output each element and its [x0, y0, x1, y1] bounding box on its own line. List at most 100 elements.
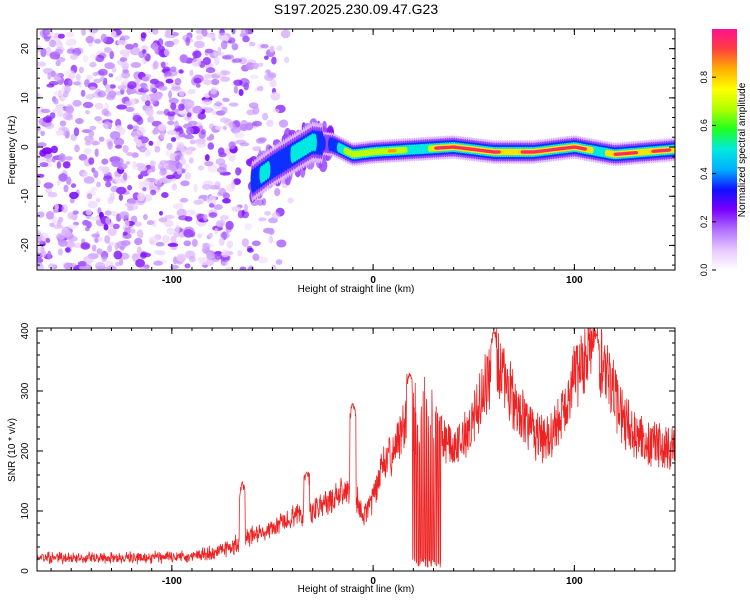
noise-speck	[202, 99, 212, 105]
noise-speck	[82, 55, 89, 63]
snr-x-ticks: -100 0 100	[50, 328, 656, 587]
noise-speck	[205, 67, 216, 74]
colorbar-tick-label: 0.4	[699, 167, 709, 180]
noise-speck	[61, 204, 68, 214]
noise-speck	[104, 62, 115, 69]
snr-x-label: Height of straight line (km)	[298, 584, 415, 595]
noise-speck	[113, 137, 125, 146]
noise-speck	[119, 57, 128, 62]
noise-speck	[163, 48, 171, 57]
x-tick-label: 0	[370, 576, 376, 587]
noise-speck	[241, 238, 249, 247]
noise-speck	[260, 44, 269, 49]
noise-speck	[137, 166, 148, 172]
noise-speck	[115, 261, 121, 267]
noise-speck	[270, 91, 281, 101]
y-tick-label: 20	[20, 43, 31, 55]
noise-speck	[231, 206, 241, 213]
noise-speck	[248, 265, 255, 270]
noise-speck	[91, 233, 100, 238]
noise-speck	[94, 102, 104, 110]
noise-speck	[175, 224, 180, 233]
noise-speck	[94, 38, 102, 44]
noise-speck	[41, 147, 53, 155]
noise-speck	[209, 242, 214, 248]
noise-speck	[210, 78, 220, 86]
noise-speck	[223, 192, 230, 200]
noise-speck	[193, 77, 202, 84]
ridge-band	[392, 149, 397, 153]
noise-speck	[52, 224, 64, 229]
noise-speck	[146, 220, 154, 226]
noise-speck	[113, 250, 123, 260]
noise-speck	[197, 257, 205, 262]
ridge-band	[633, 151, 638, 155]
noise-speck	[107, 244, 113, 253]
noise-speck	[213, 51, 219, 58]
noise-speck	[149, 160, 156, 168]
noise-speck	[220, 40, 228, 50]
noise-speck	[159, 170, 166, 176]
noise-speck	[237, 250, 243, 257]
noise-speck	[222, 97, 230, 102]
noise-speck	[43, 67, 54, 75]
noise-speck	[195, 83, 201, 88]
noise-speck	[203, 214, 208, 222]
noise-speck	[64, 70, 76, 78]
spectrogram-x-ticks: -100 0 100	[50, 29, 656, 286]
x-tick-label: 100	[566, 576, 583, 587]
noise-speck	[172, 165, 177, 172]
noise-speck	[85, 226, 90, 232]
noise-speck	[37, 125, 41, 131]
noise-speck	[46, 83, 55, 88]
noise-speck	[53, 91, 64, 97]
noise-speck	[185, 209, 196, 216]
noise-speck	[123, 78, 129, 85]
noise-speck	[88, 157, 95, 165]
spectrogram-y-label: Frequency (Hz)	[7, 116, 18, 185]
noise-speck	[85, 110, 90, 115]
noise-speck	[157, 38, 164, 46]
noise-speck	[105, 217, 111, 225]
noise-speck	[180, 180, 190, 187]
noise-speck	[108, 73, 114, 78]
noise-speck	[220, 257, 230, 262]
noise-speck	[91, 167, 96, 173]
noise-speck	[201, 129, 206, 135]
noise-speck	[240, 119, 248, 128]
noise-speck	[283, 56, 290, 64]
noise-speck	[217, 191, 222, 197]
noise-speck	[116, 39, 127, 46]
y-tick-label: 400	[20, 322, 31, 339]
noise-speck	[265, 69, 271, 74]
noise-speck	[193, 183, 198, 193]
noise-speck	[89, 61, 97, 68]
noise-speck	[170, 102, 177, 111]
noise-speck	[204, 161, 214, 167]
noise-speck	[142, 49, 147, 54]
noise-speck	[42, 29, 50, 36]
noise-speck	[89, 125, 97, 131]
noise-speck	[202, 57, 211, 65]
noise-speck	[204, 154, 210, 162]
noise-speck	[58, 216, 64, 223]
noise-speck	[111, 160, 122, 168]
noise-speck	[170, 66, 177, 73]
noise-speck	[184, 263, 191, 269]
colorbar-ticks: 0.0 0.2 0.4 0.6 0.8	[699, 71, 716, 276]
noise-speck	[276, 45, 283, 52]
noise-speck	[49, 112, 56, 119]
noise-speck	[252, 253, 260, 261]
noise-speck	[271, 211, 280, 220]
noise-speck	[178, 131, 186, 138]
noise-speck	[258, 217, 267, 222]
noise-speck	[166, 142, 173, 150]
noise-speck	[68, 79, 73, 86]
noise-speck	[143, 214, 148, 220]
noise-speck	[53, 98, 59, 105]
x-tick-label: 0	[370, 275, 376, 286]
noise-speck	[208, 194, 217, 204]
noise-speck	[214, 125, 223, 130]
noise-speck	[206, 33, 216, 39]
noise-speck	[168, 90, 173, 99]
